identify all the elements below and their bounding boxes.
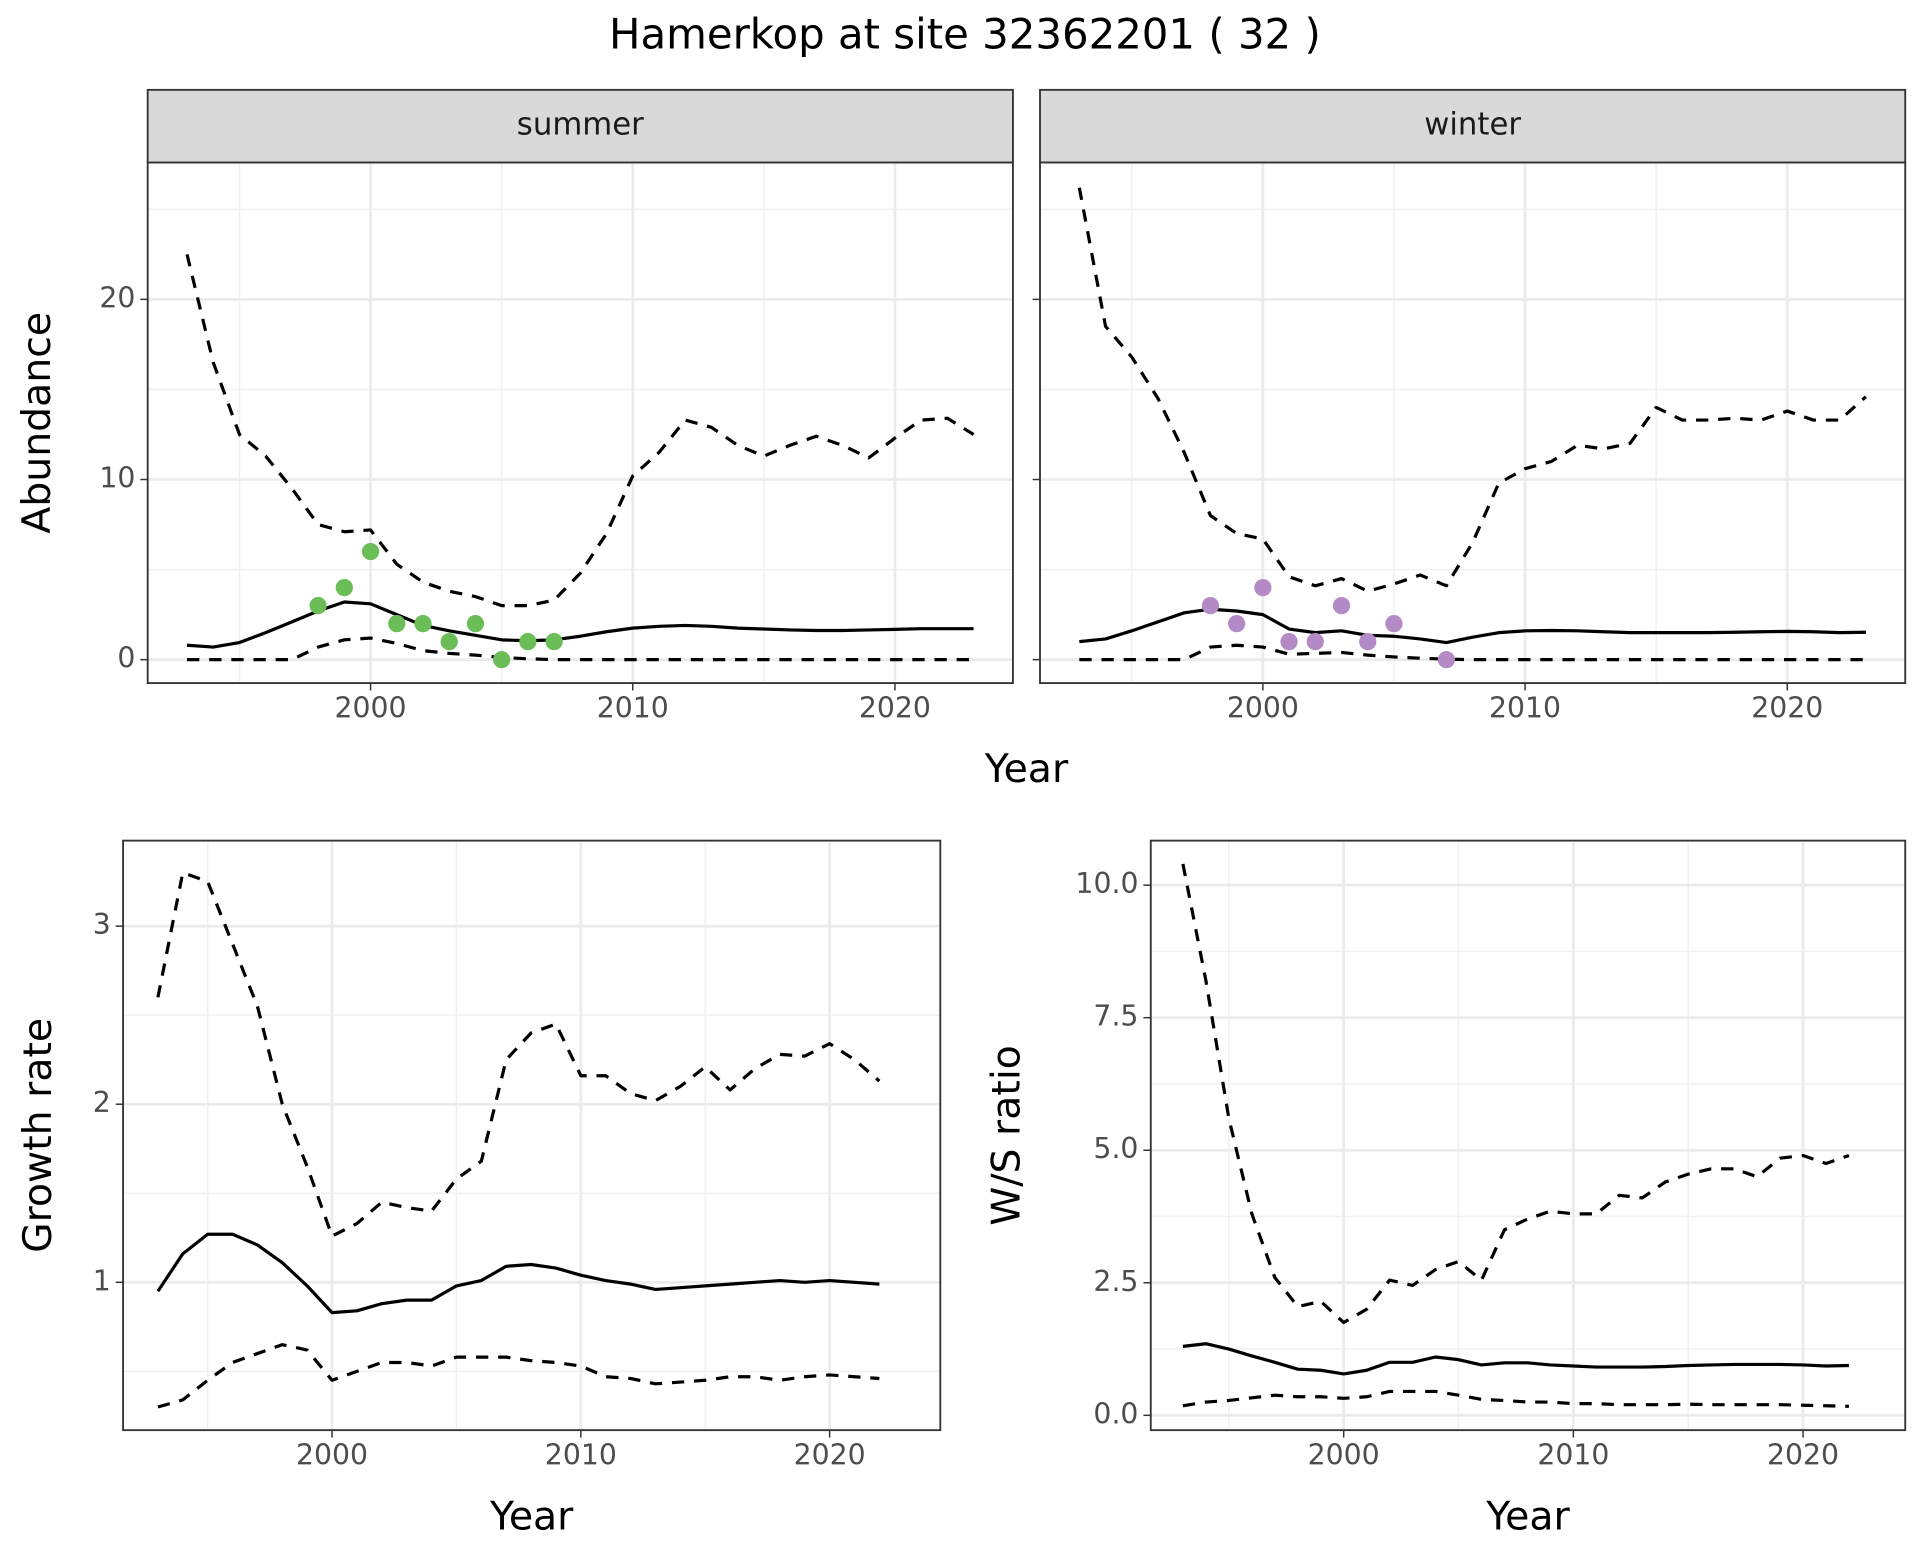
x-tick-label: 2010 bbox=[597, 692, 669, 725]
data-point bbox=[335, 578, 353, 597]
data-point bbox=[1385, 615, 1403, 633]
series-line bbox=[157, 1343, 880, 1409]
data-point bbox=[1228, 615, 1246, 633]
data-point bbox=[1306, 633, 1324, 651]
x-tick-label: 2020 bbox=[1767, 1439, 1839, 1472]
data-point bbox=[1280, 633, 1298, 651]
panel-background bbox=[1150, 840, 1906, 1431]
y-axis-title: W/S ratio bbox=[984, 1045, 1030, 1226]
data-point bbox=[466, 615, 485, 633]
facet-label: winter bbox=[1424, 107, 1521, 143]
figure-title: Hamerkop at site 32362201 ( 32 ) bbox=[609, 9, 1321, 58]
y-axis-title: Growth rate bbox=[15, 1018, 61, 1253]
y-tick-label: 0 bbox=[117, 642, 135, 675]
data-point bbox=[361, 542, 380, 561]
x-tick-label: 2010 bbox=[1537, 1439, 1609, 1472]
facet-label: summer bbox=[517, 107, 644, 143]
y-tick-label: 2.5 bbox=[1093, 1265, 1138, 1298]
x-tick-label: 2000 bbox=[335, 692, 407, 725]
y-tick-label: 20 bbox=[99, 281, 135, 314]
y-tick-label: 10 bbox=[99, 462, 135, 495]
data-point bbox=[1332, 596, 1351, 615]
facet-strip bbox=[1039, 88, 1907, 164]
y-tick-label: 2 bbox=[93, 1086, 111, 1119]
series-line bbox=[156, 1232, 880, 1315]
data-point bbox=[1254, 578, 1272, 597]
data-point bbox=[1437, 651, 1456, 669]
data-point bbox=[388, 615, 406, 633]
panel-border bbox=[122, 839, 942, 1432]
panel-background bbox=[123, 840, 941, 1431]
x-axis-title: Year bbox=[1485, 1493, 1570, 1539]
facet-strip bbox=[146, 88, 1014, 164]
x-tick-label: 2020 bbox=[1751, 692, 1823, 725]
data-point bbox=[440, 633, 458, 651]
data-point bbox=[545, 633, 563, 651]
x-axis-title: Year bbox=[984, 746, 1069, 792]
panel-background bbox=[147, 162, 1013, 684]
x-tick-label: 2010 bbox=[545, 1439, 617, 1472]
series-line bbox=[1182, 1342, 1849, 1376]
x-tick-label: 2020 bbox=[859, 692, 931, 725]
series-line bbox=[1079, 643, 1866, 662]
x-axis-title: Year bbox=[489, 1493, 574, 1539]
data-point bbox=[1359, 633, 1377, 651]
series-line bbox=[1077, 187, 1867, 593]
data-point bbox=[414, 615, 432, 633]
series-line bbox=[1182, 1389, 1849, 1408]
y-tick-label: 10.0 bbox=[1075, 867, 1138, 900]
panel-background bbox=[1040, 162, 1906, 684]
y-axis-title: Abundance bbox=[14, 312, 60, 534]
series-line bbox=[1181, 863, 1850, 1325]
x-tick-label: 2010 bbox=[1489, 692, 1561, 725]
x-tick-label: 2000 bbox=[1227, 692, 1299, 725]
panel-border bbox=[1149, 839, 1907, 1432]
data-point bbox=[309, 596, 327, 615]
y-tick-label: 3 bbox=[93, 908, 111, 941]
x-tick-label: 2020 bbox=[794, 1439, 866, 1472]
y-tick-label: 5.0 bbox=[1093, 1132, 1138, 1165]
x-tick-label: 2000 bbox=[296, 1439, 368, 1472]
data-point bbox=[519, 633, 537, 651]
data-point bbox=[1201, 596, 1220, 615]
series-line bbox=[187, 636, 974, 662]
series-line bbox=[185, 253, 975, 608]
data-point bbox=[493, 651, 511, 669]
y-tick-label: 1 bbox=[93, 1264, 111, 1297]
y-tick-label: 7.5 bbox=[1093, 1000, 1138, 1033]
y-tick-label: 0.0 bbox=[1093, 1397, 1138, 1430]
x-tick-label: 2000 bbox=[1308, 1439, 1380, 1472]
